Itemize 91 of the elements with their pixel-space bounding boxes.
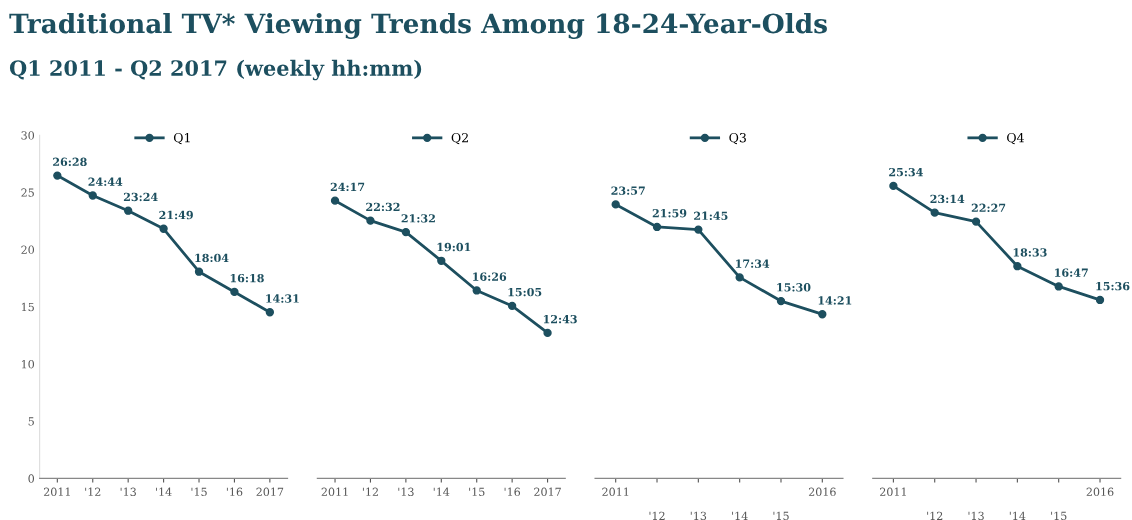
text: Traditional TV* Viewing Trends Among 18-24-Year-Olds xyxy=(9,13,827,39)
x-tick-label: 2017 xyxy=(256,487,284,497)
point xyxy=(818,310,827,319)
x-tick-label: 2016 xyxy=(808,487,836,497)
x-tick-label: '14 xyxy=(1009,511,1026,520)
legend-label: Q3 xyxy=(729,132,746,145)
legend-label: Q4 xyxy=(1007,132,1024,145)
point xyxy=(694,225,703,234)
y-tick-label: 5 xyxy=(28,417,34,426)
data-label: 16:26 xyxy=(473,272,507,281)
x-tick-label: 2016 xyxy=(1086,487,1114,497)
point xyxy=(507,301,517,311)
point xyxy=(1013,262,1022,271)
data-label: 15:05 xyxy=(508,287,542,297)
data-label: 17:34 xyxy=(736,259,770,268)
point xyxy=(366,216,375,225)
point xyxy=(53,171,62,180)
data-label: 15:36 xyxy=(1096,281,1130,291)
legend-label: Q1 xyxy=(173,132,190,145)
y-tick-label: 25 xyxy=(21,188,34,197)
point xyxy=(652,222,662,232)
x-tick-label: '12 xyxy=(927,511,943,520)
y-tick-label: 10 xyxy=(21,359,35,369)
y-tick-label: 20 xyxy=(21,245,35,254)
point xyxy=(735,273,744,282)
point xyxy=(611,200,620,209)
point xyxy=(472,286,481,295)
data-label: 21:59 xyxy=(652,208,687,218)
point xyxy=(776,296,786,306)
point xyxy=(889,181,898,191)
x-tick-label: '16 xyxy=(504,487,521,497)
data-label: 21:49 xyxy=(159,210,193,220)
data-label: 21:45 xyxy=(694,211,728,221)
x-tick-label: 2011 xyxy=(43,487,70,497)
x-tick-label: '14 xyxy=(156,487,172,496)
x-tick-label: '13 xyxy=(690,511,707,520)
y-tick-label: 30 xyxy=(21,131,35,140)
y-tick-label: 0 xyxy=(28,474,35,483)
x-tick-label: '12 xyxy=(85,487,101,496)
x-tick-label: '15 xyxy=(469,487,485,497)
point xyxy=(88,191,97,200)
data-label: 23:14 xyxy=(930,194,965,204)
data-label: 15:30 xyxy=(777,283,811,292)
point xyxy=(971,217,981,226)
data-label: 14:31 xyxy=(266,294,299,303)
point xyxy=(159,224,168,233)
data-label: 22:32 xyxy=(366,202,400,212)
x-tick-label: '13 xyxy=(120,487,136,497)
point xyxy=(230,287,239,297)
x-tick-label: 2011 xyxy=(880,487,906,497)
x-tick-label: '15 xyxy=(773,511,789,520)
point xyxy=(930,208,939,217)
x-tick-label: '15 xyxy=(1051,511,1067,520)
point xyxy=(1054,282,1063,291)
point xyxy=(330,196,340,205)
data-label: 14:21 xyxy=(818,296,852,305)
x-tick-label: '14 xyxy=(433,487,450,496)
y-tick-label: 15 xyxy=(21,302,34,312)
x-tick-label: 2017 xyxy=(534,487,561,497)
x-tick-label: '12 xyxy=(362,487,378,496)
point xyxy=(401,227,411,237)
data-label: 23:57 xyxy=(611,186,645,195)
data-label: 25:34 xyxy=(889,167,923,177)
data-label: 21:32 xyxy=(401,214,435,223)
point xyxy=(1095,295,1105,305)
data-label: 19:01 xyxy=(437,242,471,252)
point xyxy=(265,308,275,317)
data-label: 12:43 xyxy=(543,314,577,324)
chart-subtitle: Q1 2011 - Q2 2017 (weekly hh:mm) xyxy=(9,59,422,81)
x-tick-label: '15 xyxy=(191,487,207,497)
point xyxy=(543,328,552,338)
x-tick-label: '14 xyxy=(732,511,748,520)
data-label: 16:18 xyxy=(230,273,264,283)
x-tick-label: 2011 xyxy=(321,487,348,497)
x-tick-label: 2011 xyxy=(602,487,629,497)
x-tick-label: '16 xyxy=(226,487,243,497)
data-label: 24:17 xyxy=(330,182,365,192)
data-label: 22:27 xyxy=(971,203,1006,213)
point xyxy=(124,206,133,215)
point xyxy=(437,256,446,265)
data-label: 26:28 xyxy=(53,157,87,167)
data-label: 24:44 xyxy=(88,177,123,186)
legend-label: Q2 xyxy=(451,132,468,145)
x-tick-label: '13 xyxy=(968,511,984,520)
x-tick-label: '12 xyxy=(649,511,665,520)
data-label: 23:24 xyxy=(123,192,158,202)
point xyxy=(194,267,204,276)
x-tick-label: '13 xyxy=(398,487,414,497)
data-label: 18:04 xyxy=(195,253,229,263)
data-label: 16:47 xyxy=(1055,268,1088,277)
data-label: 18:33 xyxy=(1013,248,1047,257)
